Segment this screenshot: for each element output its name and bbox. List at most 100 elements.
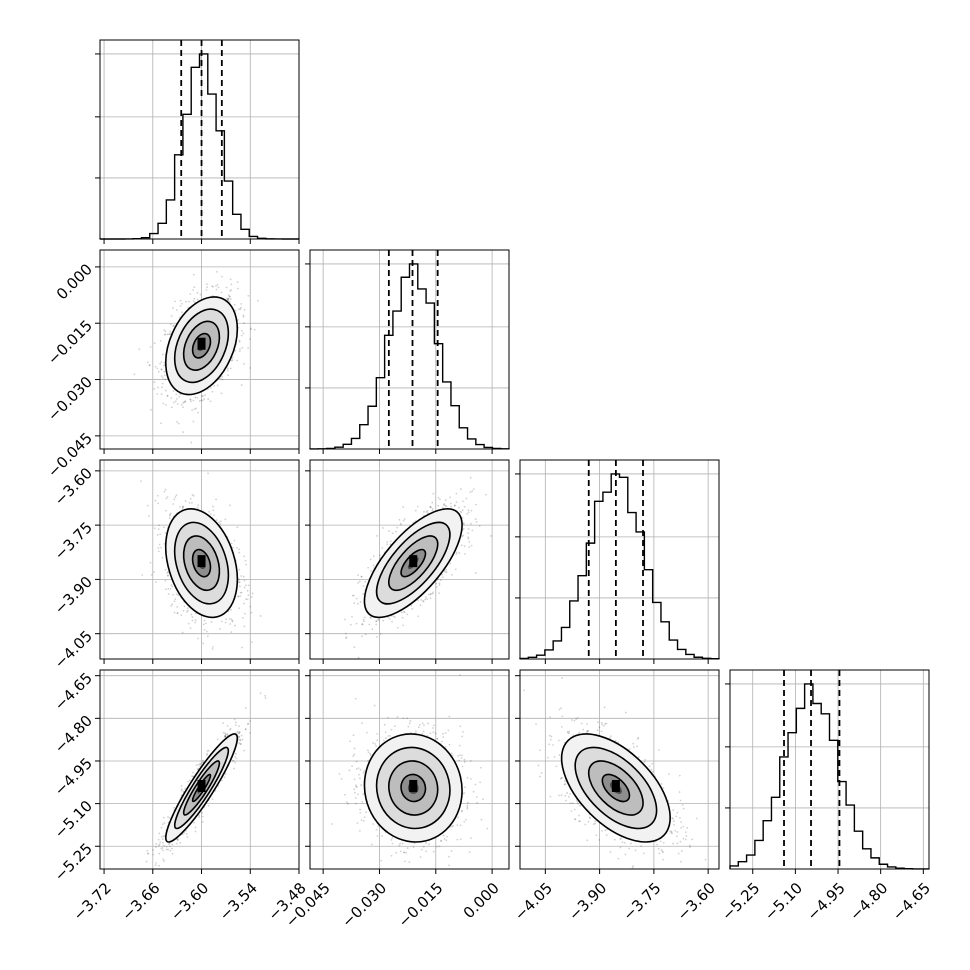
contour-level-1 <box>182 320 221 371</box>
scatter-point <box>400 611 403 614</box>
scatter-point <box>402 610 405 613</box>
scatter-point <box>172 325 175 328</box>
scatter-point <box>195 407 197 410</box>
scatter-point <box>181 508 184 510</box>
scatter-point <box>368 623 371 626</box>
scatter-point <box>416 505 419 508</box>
scatter-point <box>206 286 209 289</box>
scatter-point <box>243 555 246 558</box>
contour-level-1 <box>388 535 439 592</box>
scatter-point <box>230 283 233 286</box>
scatter-point <box>171 585 174 588</box>
scatter-point <box>238 581 241 584</box>
scatter-point <box>232 759 235 762</box>
scatter-point <box>140 480 142 482</box>
scatter-point <box>160 386 163 389</box>
scatter-point <box>455 551 458 554</box>
scatter-point <box>242 314 245 317</box>
scatter-point <box>149 346 152 348</box>
scatter-point <box>186 609 189 612</box>
scatter-point <box>160 422 162 425</box>
scatter-point <box>398 518 401 521</box>
scatter-point <box>438 592 440 595</box>
scatter-point <box>170 406 173 409</box>
scatter-point <box>444 570 447 573</box>
scatter-point <box>164 330 167 333</box>
scatter-point <box>227 297 230 300</box>
scatter-point <box>243 322 246 325</box>
scatter-point <box>231 356 234 359</box>
scatter-point <box>203 398 206 401</box>
scatter-point <box>155 581 157 583</box>
scatter-point <box>375 620 378 623</box>
scatter-point <box>169 330 172 333</box>
scatter-point <box>208 510 211 513</box>
scatter-point <box>204 622 207 625</box>
scatter-point <box>234 761 237 764</box>
scatter-point <box>245 598 247 601</box>
scatter-point <box>157 386 159 389</box>
contour-level-3 <box>363 508 463 619</box>
scatter-point <box>201 812 204 814</box>
scatter-point <box>247 347 250 349</box>
corner-panels: 0.000−0.015−0.030−0.045−3.60−3.75−3.90−4… <box>44 39 934 931</box>
scatter-point <box>396 526 399 529</box>
scatter-point <box>237 595 240 598</box>
scatter-point <box>437 504 440 507</box>
scatter-point <box>183 831 186 834</box>
histogram-frame <box>729 669 930 870</box>
scatter-point <box>206 283 208 286</box>
scatter-point <box>240 306 242 309</box>
scatter-point <box>224 734 227 737</box>
scatter-point <box>443 503 446 505</box>
scatter-point <box>166 496 169 498</box>
scatter-point <box>185 300 188 303</box>
scatter-point <box>183 401 186 404</box>
scatter-point <box>209 513 212 516</box>
scatter-point <box>212 505 214 508</box>
scatter-point <box>361 635 363 638</box>
scatter-point <box>229 290 232 292</box>
scatter-point <box>237 732 240 735</box>
scatter-point <box>459 510 462 513</box>
scatter-point <box>160 393 163 396</box>
scatter-point <box>197 637 199 640</box>
scatter-point <box>164 333 167 336</box>
scatter-point <box>224 732 227 735</box>
scatter-point <box>196 291 199 294</box>
scatter-point <box>161 838 164 841</box>
scatter-point <box>431 507 434 510</box>
scatter-point <box>159 362 162 365</box>
scatter-point <box>167 593 170 595</box>
scatter-point <box>360 576 363 578</box>
scatter-point <box>164 389 167 392</box>
scatter-point <box>344 618 346 621</box>
histogram-panel-2 <box>515 459 720 664</box>
scatter-point <box>238 568 241 571</box>
scatter-point <box>162 849 164 852</box>
scatter-point <box>239 308 242 311</box>
scatter-point <box>226 298 229 301</box>
scatter-point <box>191 616 194 618</box>
scatter-point <box>462 523 465 526</box>
scatter-point <box>419 604 422 607</box>
scatter-point <box>233 303 236 306</box>
scatter-point <box>259 615 262 617</box>
scatter-point <box>160 835 163 838</box>
scatter-point <box>403 518 406 520</box>
scatter-point <box>243 625 246 628</box>
scatter-point <box>191 493 194 496</box>
scatter-point <box>146 852 149 855</box>
scatter-point <box>458 506 460 509</box>
scatter-point <box>221 375 223 378</box>
scatter-point <box>160 375 163 378</box>
scatter-point <box>176 839 179 842</box>
scatter-point <box>155 861 157 864</box>
scatter-point <box>237 308 240 311</box>
scatter-point <box>168 333 171 336</box>
scatter-point <box>381 546 384 549</box>
scatter-point <box>192 300 195 302</box>
scatter-point <box>182 406 184 409</box>
scatter-point <box>211 645 214 648</box>
scatter-point <box>445 568 448 571</box>
